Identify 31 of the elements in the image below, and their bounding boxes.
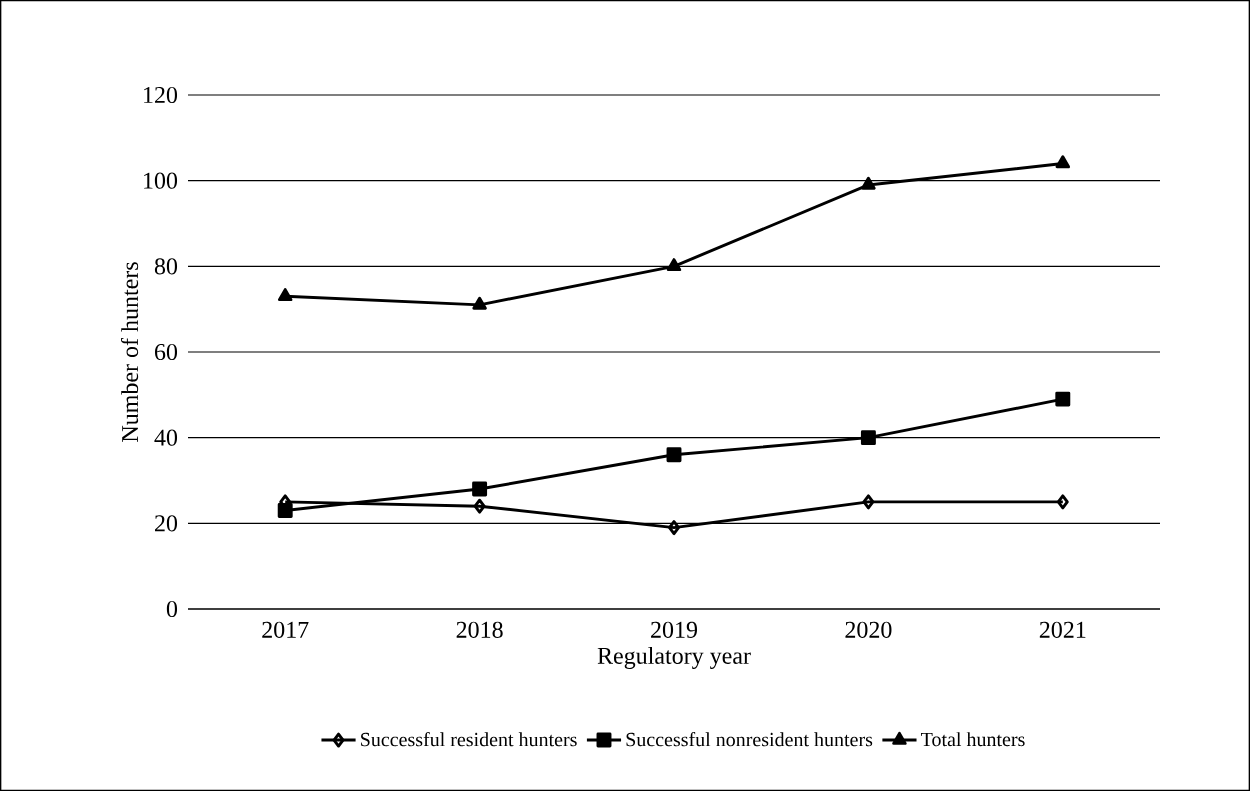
x-axis-title: Regulatory year: [597, 647, 751, 669]
point: [277, 503, 293, 518]
x-tick-label: 2018: [456, 621, 503, 638]
point: [473, 498, 486, 514]
y-axis-title: Number of hunters: [121, 262, 139, 442]
point: [472, 481, 488, 497]
point: [1055, 155, 1071, 169]
x-tick-label: 2019: [651, 621, 698, 638]
point: [668, 520, 680, 536]
y-tick-label: 40: [154, 429, 178, 446]
point: [861, 176, 876, 190]
point: [1056, 494, 1069, 510]
point: [472, 296, 487, 310]
legend-label: Successful resident hunters: [361, 732, 577, 747]
point: [666, 258, 682, 272]
point: [862, 494, 875, 510]
x-tick-label: 2021: [1039, 621, 1086, 638]
x-tick-label: 2017: [262, 621, 309, 638]
y-tick-label: 60: [154, 343, 178, 361]
y-tick-label: 20: [155, 515, 178, 532]
y-tick-label: 100: [144, 172, 178, 189]
point: [666, 447, 682, 463]
y-tick-label: 80: [154, 258, 178, 275]
y-tick-label: 120: [144, 86, 178, 104]
legend-label: Successful nonresident hunters: [626, 732, 873, 747]
point: [1055, 391, 1071, 407]
x-tick-label: 2020: [845, 621, 892, 638]
point: [277, 288, 293, 302]
y-tick-label: 0: [166, 600, 178, 618]
point: [860, 430, 876, 446]
legend-label: Total hunters: [921, 732, 1025, 747]
